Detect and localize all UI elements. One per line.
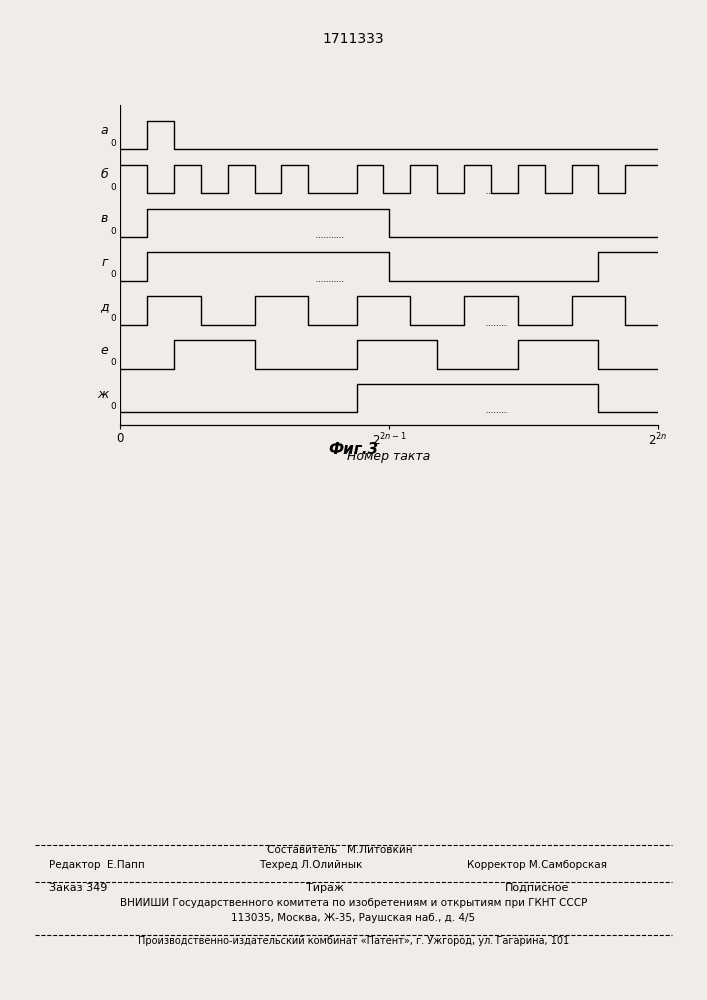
Text: б: б [100,168,108,181]
Text: 0: 0 [110,358,116,367]
Text: 0: 0 [110,270,116,279]
Text: г: г [102,256,108,269]
Text: а: а [100,124,108,137]
Text: Техред Л.Олийнык: Техред Л.Олийнык [259,860,363,870]
Text: в: в [101,212,108,225]
Text: 1711333: 1711333 [322,32,385,46]
Text: 0: 0 [110,402,116,411]
Text: Производственно-издательский комбинат «Патент», г. Ужгород, ул. Гагарина, 101: Производственно-издательский комбинат «П… [138,936,569,946]
X-axis label: Номер такта: Номер такта [347,450,431,463]
Text: 0: 0 [110,183,116,192]
Text: Корректор М.Самборская: Корректор М.Самборская [467,860,607,870]
Text: ВНИИШИ Государственного комитета по изобретениям и открытиям при ГКНТ СССР: ВНИИШИ Государственного комитета по изоб… [119,898,588,908]
Text: Фиг.3: Фиг.3 [329,442,378,457]
Text: 0: 0 [110,314,116,323]
Text: Составитель   М.Литовкин: Составитель М.Литовкин [267,845,412,855]
Text: Тираж: Тираж [306,883,344,893]
Text: 0: 0 [110,139,116,148]
Text: Заказ 349: Заказ 349 [49,883,108,893]
Text: 0: 0 [110,227,116,236]
Text: ж: ж [97,388,108,401]
Text: 113035, Москва, Ж-35, Раушская наб., д. 4/5: 113035, Москва, Ж-35, Раушская наб., д. … [231,913,476,923]
Text: д: д [100,300,108,313]
Text: Редактор  Е.Папп: Редактор Е.Папп [49,860,145,870]
Text: Подписное: Подписное [505,883,570,893]
Text: е: е [100,344,108,357]
